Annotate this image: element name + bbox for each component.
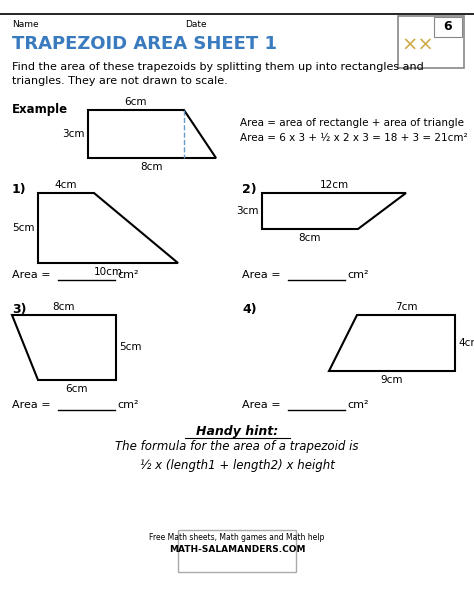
Text: Area =: Area = xyxy=(12,400,54,410)
Text: cm²: cm² xyxy=(347,400,368,410)
Text: Find the area of these trapezoids by splitting them up into rectangles and
trian: Find the area of these trapezoids by spl… xyxy=(12,62,424,86)
Text: 8cm: 8cm xyxy=(53,302,75,312)
Text: 4cm: 4cm xyxy=(458,338,474,348)
Text: Area = 6 x 3 + ½ x 2 x 3 = 18 + 3 = 21cm²: Area = 6 x 3 + ½ x 2 x 3 = 18 + 3 = 21cm… xyxy=(240,133,468,143)
Text: 6: 6 xyxy=(444,20,452,34)
Text: Free Math sheets, Math games and Math help: Free Math sheets, Math games and Math he… xyxy=(149,533,325,542)
Text: Example: Example xyxy=(12,103,68,116)
Text: 6cm: 6cm xyxy=(125,97,147,107)
Text: Area =: Area = xyxy=(12,270,54,280)
Text: 8cm: 8cm xyxy=(141,162,163,172)
Polygon shape xyxy=(262,193,406,229)
Text: cm²: cm² xyxy=(117,400,138,410)
Bar xyxy=(178,530,296,572)
Polygon shape xyxy=(329,315,455,371)
Polygon shape xyxy=(38,193,178,263)
Text: 3): 3) xyxy=(12,303,27,316)
Text: Area =: Area = xyxy=(242,270,284,280)
Text: 9cm: 9cm xyxy=(381,375,403,385)
Text: 10cm: 10cm xyxy=(93,267,122,277)
Text: 1): 1) xyxy=(12,183,27,196)
Text: 5cm: 5cm xyxy=(119,343,142,352)
Bar xyxy=(434,17,462,37)
Text: Area = area of rectangle + area of triangle: Area = area of rectangle + area of trian… xyxy=(240,118,464,128)
Text: Handy hint:: Handy hint: xyxy=(196,425,278,438)
Text: 2): 2) xyxy=(242,183,256,196)
Text: cm²: cm² xyxy=(117,270,138,280)
Text: Name: Name xyxy=(12,20,38,29)
Text: The formula for the area of a trapezoid is
½ x (length1 + length2) x height: The formula for the area of a trapezoid … xyxy=(115,440,359,472)
Text: 5cm: 5cm xyxy=(12,223,35,233)
Text: 8cm: 8cm xyxy=(299,233,321,243)
Text: 12cm: 12cm xyxy=(319,180,348,190)
Text: 3cm: 3cm xyxy=(237,206,259,216)
Text: MATH-SALAMANDERS.COM: MATH-SALAMANDERS.COM xyxy=(169,545,305,554)
Text: 4cm: 4cm xyxy=(55,180,77,190)
Text: 6cm: 6cm xyxy=(66,384,88,394)
Polygon shape xyxy=(12,315,116,380)
Text: Date: Date xyxy=(185,20,207,29)
Text: 3cm: 3cm xyxy=(63,129,85,139)
Text: 4): 4) xyxy=(242,303,256,316)
Text: TRAPEZOID AREA SHEET 1: TRAPEZOID AREA SHEET 1 xyxy=(12,35,277,53)
Text: cm²: cm² xyxy=(347,270,368,280)
Text: 7cm: 7cm xyxy=(395,302,417,312)
Text: Area =: Area = xyxy=(242,400,284,410)
Text: ××: ×× xyxy=(401,36,434,55)
Bar xyxy=(398,16,464,68)
Polygon shape xyxy=(88,110,216,158)
